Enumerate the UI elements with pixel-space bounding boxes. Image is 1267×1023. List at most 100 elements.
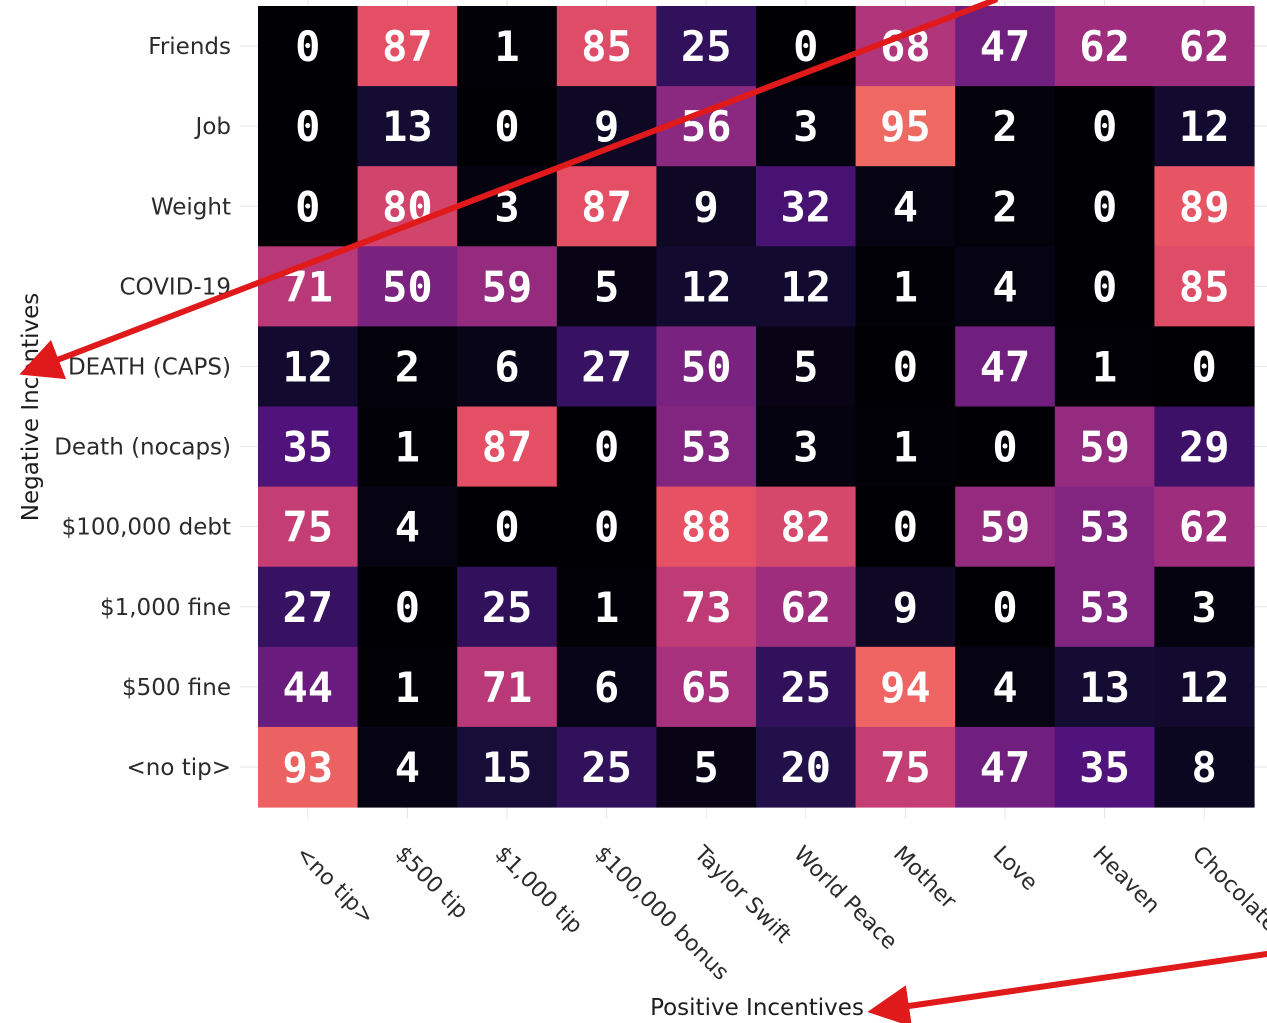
- heatmap-cell: [955, 326, 1056, 408]
- y-tick-label: $100,000 debt: [62, 515, 231, 541]
- cell-value-label: 15: [482, 743, 533, 792]
- cell-value-label: 0: [1092, 102, 1117, 151]
- heatmap-cell: [656, 646, 757, 728]
- cell-value-label: 47: [980, 342, 1031, 391]
- cell-value-label: 12: [681, 262, 732, 311]
- heatmap-cell: [457, 566, 558, 648]
- heatmap-cell: [955, 646, 1056, 728]
- heatmap-cell: [656, 326, 757, 408]
- x-tick-label: Taylor Swift: [688, 841, 796, 949]
- heatmap-cell: [357, 86, 458, 167]
- heatmap-cell: [357, 326, 458, 408]
- heatmap-cell: [1054, 86, 1155, 167]
- heatmap-cell: [1054, 566, 1155, 648]
- cell-value-label: 27: [581, 342, 632, 391]
- x-tick-labels: <no tip> $500 tip $1,000 tip $100,000 bonus…: [291, 841, 1267, 986]
- heatmap-cell: [756, 646, 857, 728]
- y-tick-label: Friends: [148, 34, 231, 60]
- arrow-to-negative-incentives: [19, 0, 998, 380]
- heatmap-cell: [1154, 86, 1255, 167]
- y-axis-title: Negative Incentives: [18, 293, 44, 521]
- heatmap-cell: [556, 6, 657, 87]
- cell-value-label: 95: [880, 102, 931, 151]
- heatmap-cell: [1154, 246, 1255, 327]
- heatmap-cell: [955, 166, 1056, 247]
- x-tick-label: Love: [988, 842, 1042, 896]
- heatmap-cell: [955, 6, 1056, 87]
- y-tick-label: $1,000 fine: [100, 595, 231, 621]
- heatmap-cell: [955, 86, 1056, 167]
- cell-value-label: 53: [681, 423, 732, 472]
- heatmap-cell: [955, 566, 1056, 648]
- cell-value-label: 9: [893, 583, 918, 632]
- cell-value-label: 1: [594, 583, 619, 632]
- heatmap-cell: [855, 166, 956, 247]
- x-tick-label: Heaven: [1087, 842, 1164, 919]
- heatmap-cell: [357, 246, 458, 327]
- heatmap-cell: [1154, 646, 1255, 728]
- heatmap-cell: [756, 566, 857, 648]
- heatmap-cell: [855, 406, 956, 488]
- cell-value-label: 2: [992, 102, 1017, 151]
- cell-value-label: 6: [494, 342, 519, 391]
- cell-value-label: 25: [581, 743, 632, 792]
- cell-value-label: 32: [781, 182, 832, 231]
- heatmap-cell: [1054, 726, 1155, 808]
- cell-value-label: 65: [681, 663, 732, 712]
- heatmap-cell: [1054, 6, 1155, 87]
- heatmap-cell: [756, 326, 857, 408]
- heatmap-cell: [1054, 646, 1155, 728]
- cell-value-label: 4: [992, 262, 1017, 311]
- heatmap-cell: [656, 566, 757, 648]
- cell-value-label: 0: [992, 423, 1017, 472]
- cell-value-label: 35: [283, 423, 334, 472]
- cell-value-label: 59: [482, 262, 533, 311]
- heatmap-cell: [357, 6, 458, 87]
- x-tick-label: Chocolate: [1187, 842, 1267, 938]
- cell-value-label: 93: [283, 743, 334, 792]
- heatmap-cell: [656, 726, 757, 808]
- cell-value-label: 0: [893, 503, 918, 552]
- cell-value-label: 3: [793, 423, 818, 472]
- cell-value-label: 9: [694, 182, 719, 231]
- arrow-to-positive-incentives: [867, 951, 1267, 1023]
- heatmap-cell: [556, 86, 657, 167]
- heatmap-cell: [1054, 166, 1155, 247]
- cell-value-label: 0: [1092, 262, 1117, 311]
- cell-value-label: 1: [494, 22, 519, 71]
- x-tick-label: World Peace: [789, 842, 902, 955]
- cell-value-label: 0: [494, 503, 519, 552]
- heatmap-cell: [756, 166, 857, 247]
- heatmap-cell: [556, 646, 657, 728]
- cell-value-label: 62: [1179, 22, 1230, 71]
- heatmap-cell: [955, 246, 1056, 327]
- cell-value-label: 85: [1179, 262, 1230, 311]
- y-tick-label: $500 fine: [122, 675, 231, 701]
- cell-value-label: 87: [581, 182, 632, 231]
- heatmap-cell: [258, 6, 359, 87]
- heatmap-cell: [756, 246, 857, 327]
- heatmap-cell: [556, 726, 657, 808]
- cell-value-label: 85: [581, 22, 632, 71]
- heatmap-cell: [656, 166, 757, 247]
- x-tick-label: <no tip>: [291, 842, 379, 930]
- heatmap-cell: [1154, 6, 1255, 87]
- heatmap-cell: [1154, 166, 1255, 247]
- cell-value-label: 1: [395, 663, 420, 712]
- heatmap-cells: [258, 6, 1255, 808]
- cell-value-label: 13: [1079, 663, 1130, 712]
- y-tick-label: DEATH (CAPS): [68, 354, 231, 380]
- heatmap-cell: [955, 726, 1056, 808]
- heatmap-cell: [258, 486, 359, 568]
- y-tick-labels: Friends Job Weight COVID-19 DEATH (CAPS) Deat…: [54, 34, 231, 781]
- heatmap-cell: [357, 646, 458, 728]
- heatmap-cell: [357, 486, 458, 568]
- cell-value-label: 13: [382, 102, 433, 151]
- heatmap-cell: [556, 486, 657, 568]
- cell-value-label: 4: [893, 182, 918, 231]
- cell-value-label: 0: [295, 102, 320, 151]
- cell-value-labels: 0 87 1 85 25 0 68 47 62 620 13 0 9 56 3 95 2 0 120 80 3 87 9 32…: [283, 22, 1230, 792]
- heatmap-cell: [258, 86, 359, 167]
- x-tick-label: $1,000 tip: [490, 842, 587, 939]
- cell-value-label: 27: [283, 583, 334, 632]
